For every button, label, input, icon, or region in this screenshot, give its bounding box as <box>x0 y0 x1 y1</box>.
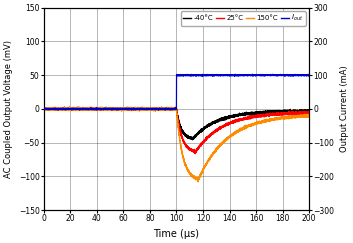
Legend: -40°C, 25°C, 150°C, $I_{out}$: -40°C, 25°C, 150°C, $I_{out}$ <box>181 11 306 26</box>
X-axis label: Time (μs): Time (μs) <box>154 229 199 239</box>
Y-axis label: AC Coupled Output Voltage (mV): AC Coupled Output Voltage (mV) <box>4 40 13 178</box>
Y-axis label: Output Current (mA): Output Current (mA) <box>340 66 349 152</box>
